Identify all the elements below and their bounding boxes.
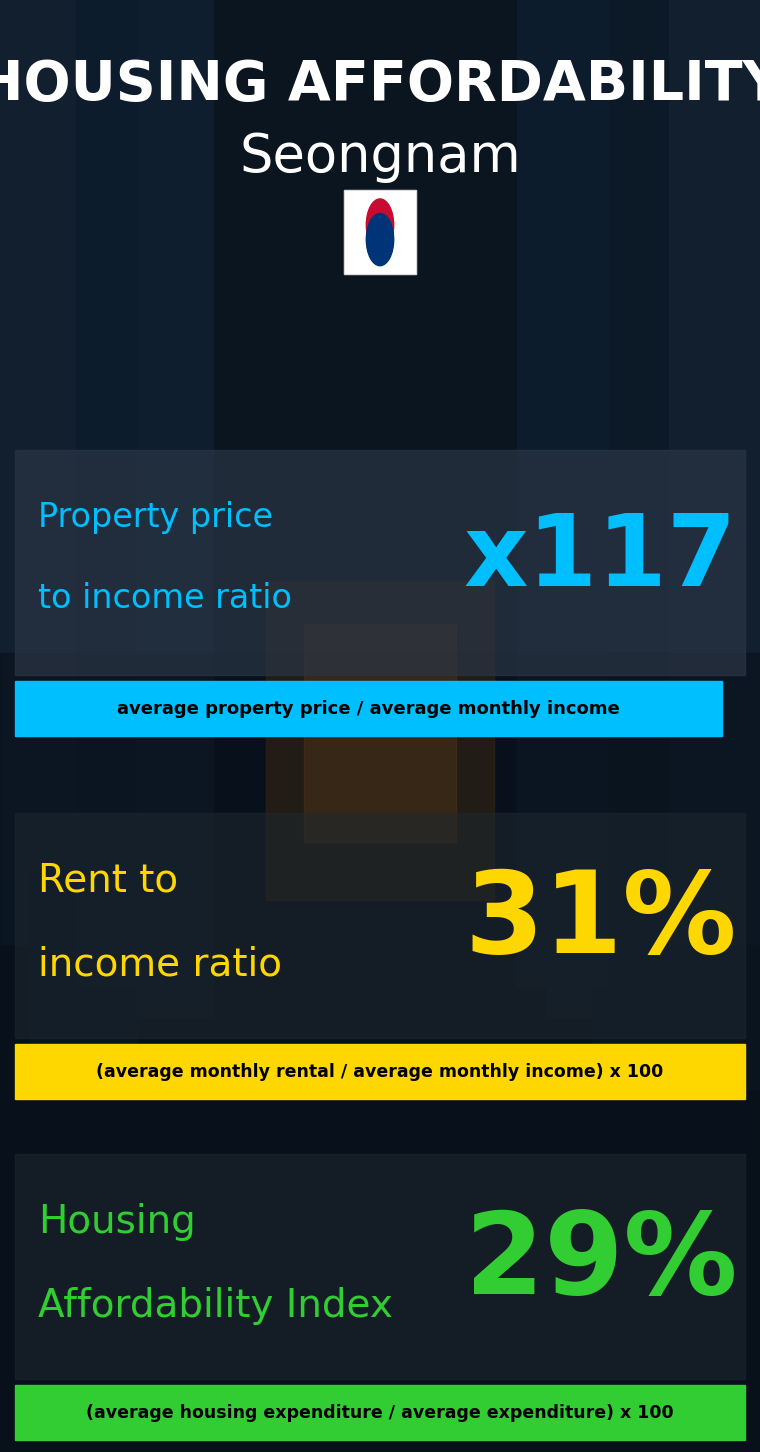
Text: income ratio: income ratio (38, 945, 282, 983)
Text: 31%: 31% (464, 865, 737, 977)
Bar (190, 0, 570, 653)
Bar (76, 0, 167, 987)
Text: Property price: Property price (38, 501, 273, 534)
Bar (15, 813, 745, 1038)
Bar (547, 0, 760, 1016)
Text: (average housing expenditure / average expenditure) x 100: (average housing expenditure / average e… (86, 1404, 674, 1422)
Bar (15, 1154, 745, 1379)
Bar (304, 624, 456, 842)
Text: average property price / average monthly income: average property price / average monthly… (117, 700, 620, 717)
Bar (30, 0, 137, 1045)
Text: HOUSING AFFORDABILITY: HOUSING AFFORDABILITY (0, 58, 760, 112)
Bar (608, 0, 760, 653)
Bar (137, 0, 213, 1016)
Bar (15, 450, 745, 675)
Bar (266, 581, 494, 900)
Text: x117: x117 (464, 510, 737, 607)
Bar (517, 0, 608, 987)
Bar (304, 0, 456, 653)
Text: Seongnam: Seongnam (239, 131, 521, 183)
Bar (152, 0, 304, 653)
Circle shape (366, 199, 394, 251)
Bar (344, 190, 416, 274)
Bar (15, 1044, 745, 1099)
Circle shape (366, 213, 394, 266)
Text: Rent to: Rent to (38, 861, 178, 899)
Bar (669, 0, 760, 944)
Bar (0, 0, 76, 871)
Bar (0, 0, 152, 653)
Bar (456, 0, 608, 653)
Text: Housing: Housing (38, 1202, 196, 1240)
Text: 29%: 29% (464, 1207, 737, 1318)
Bar (15, 681, 722, 736)
Text: to income ratio: to income ratio (38, 582, 292, 616)
Bar (228, 44, 532, 552)
Bar (344, 190, 416, 274)
Text: (average monthly rental / average monthly income) x 100: (average monthly rental / average monthl… (97, 1063, 663, 1080)
Bar (593, 0, 760, 1089)
Text: Affordability Index: Affordability Index (38, 1286, 393, 1324)
Bar (15, 1385, 745, 1440)
Bar (0, 0, 137, 944)
Bar (0, 653, 760, 1452)
